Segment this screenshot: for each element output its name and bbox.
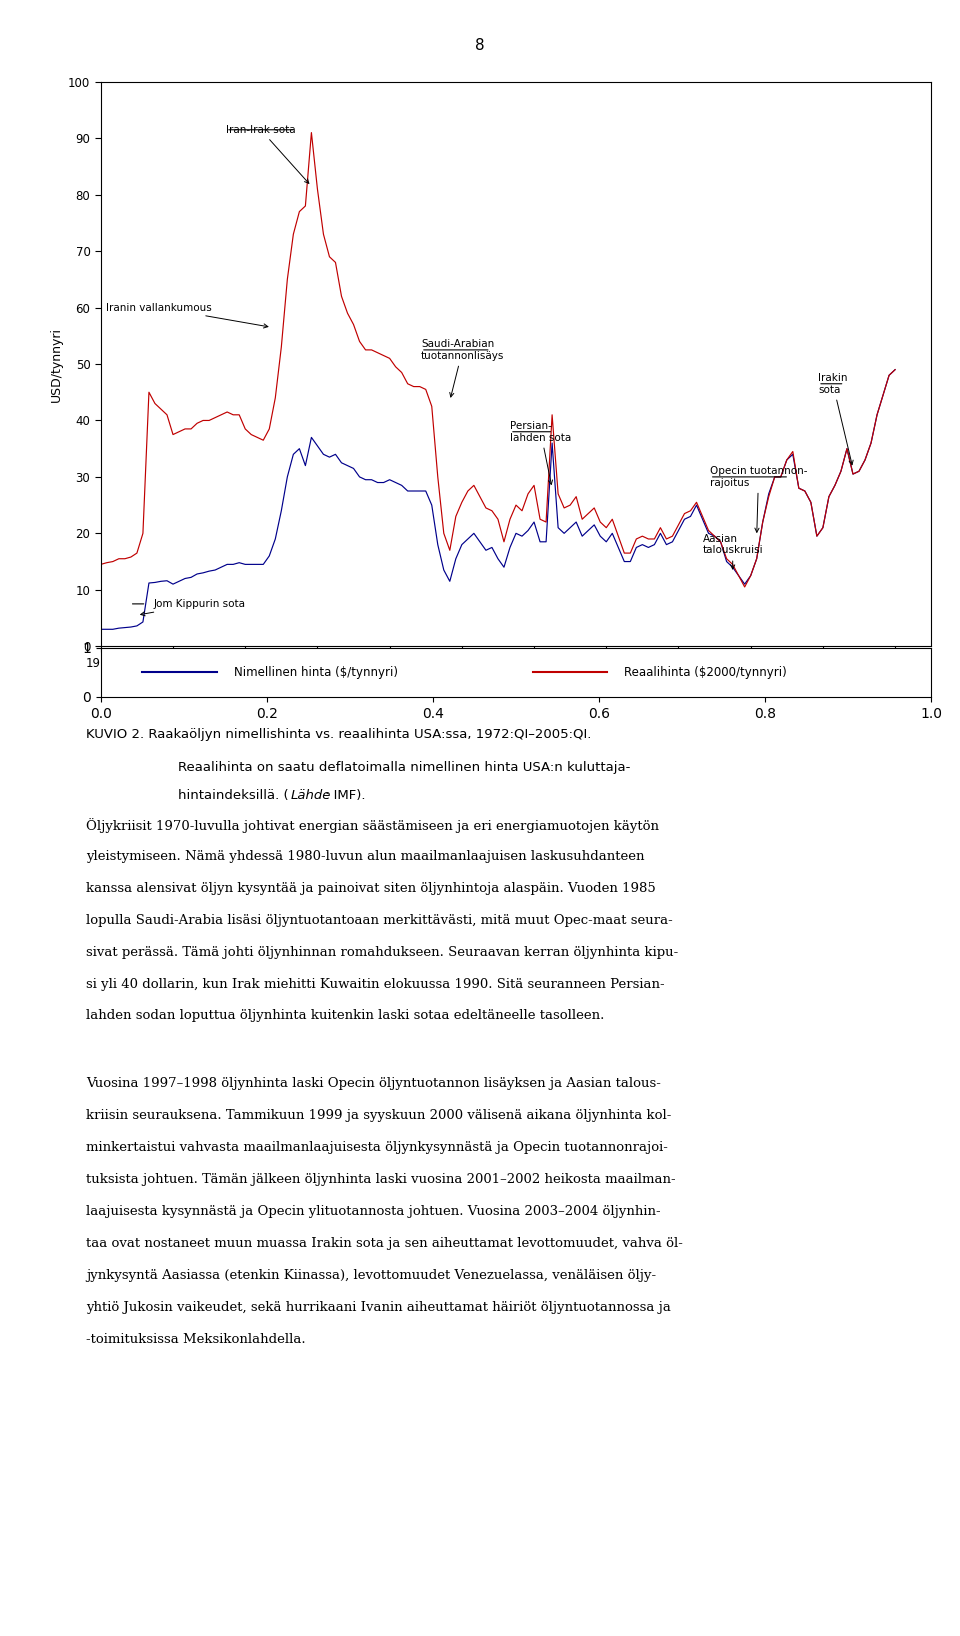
Text: kriisin seurauksena. Tammikuun 1999 ja syyskuun 2000 välisenä aikana öljynhinta : kriisin seurauksena. Tammikuun 1999 ja s… — [86, 1109, 672, 1122]
Text: laajuisesta kysynnästä ja Opecin ylituotannosta johtuen. Vuosina 2003–2004 öljyn: laajuisesta kysynnästä ja Opecin ylituot… — [86, 1204, 661, 1217]
Text: Saudi-Arabian
tuotannonlisäys: Saudi-Arabian tuotannonlisäys — [420, 339, 504, 398]
Text: 8: 8 — [475, 38, 485, 52]
Text: minkertaistui vahvasta maailmanlaajuisesta öljynkysynnästä ja Opecin tuotannonra: minkertaistui vahvasta maailmanlaajuises… — [86, 1142, 668, 1153]
Text: Vuosina 1997–1998 öljynhinta laski Opecin öljyntuotannon lisäyksen ja Aasian tal: Vuosina 1997–1998 öljynhinta laski Opeci… — [86, 1078, 661, 1090]
Text: Aasian
talouskruisi: Aasian talouskruisi — [703, 533, 763, 569]
Text: : IMF).: : IMF). — [325, 789, 366, 802]
Text: Irakin
sota: Irakin sota — [818, 373, 853, 465]
Text: Nimellinen hinta ($/tynnyri): Nimellinen hinta ($/tynnyri) — [233, 666, 397, 679]
Text: Lähde: Lähde — [291, 789, 331, 802]
Text: Opecin tuotannon-
rajoitus: Opecin tuotannon- rajoitus — [709, 466, 807, 532]
Text: jynkysyntä Aasiassa (etenkin Kiinassa), levottomuudet Venezuelassa, venäläisen ö: jynkysyntä Aasiassa (etenkin Kiinassa), … — [86, 1270, 657, 1281]
Text: yhtiö Jukosin vaikeudet, sekä hurrikaani Ivanin aiheuttamat häiriöt öljyntuotann: yhtiö Jukosin vaikeudet, sekä hurrikaani… — [86, 1301, 671, 1314]
Text: Iran-Irak sota: Iran-Irak sota — [226, 124, 309, 183]
Text: KUVIO 2. Raakaöljyn nimellishinta vs. reaalihinta USA:ssa, 1972:QI–2005:QI.: KUVIO 2. Raakaöljyn nimellishinta vs. re… — [86, 728, 591, 741]
Y-axis label: USD/tynnyri: USD/tynnyri — [50, 327, 62, 401]
Text: -toimituksissa Meksikonlahdella.: -toimituksissa Meksikonlahdella. — [86, 1332, 306, 1345]
Text: lahden sodan loputtua öljynhinta kuitenkin laski sotaa edeltäneelle tasolleen.: lahden sodan loputtua öljynhinta kuitenk… — [86, 1009, 605, 1022]
Text: kanssa alensivat öljyn kysyntää ja painoivat siten öljynhintoja alaspäin. Vuoden: kanssa alensivat öljyn kysyntää ja paino… — [86, 882, 656, 895]
Text: Reaalihinta ($2000/tynnyri): Reaalihinta ($2000/tynnyri) — [624, 666, 786, 679]
Text: sivat perässä. Tämä johti öljynhinnan romahdukseen. Seuraavan kerran öljynhinta : sivat perässä. Tämä johti öljynhinnan ro… — [86, 946, 679, 959]
Text: si yli 40 dollarin, kun Irak miehitti Kuwaitin elokuussa 1990. Sitä seuranneen P: si yli 40 dollarin, kun Irak miehitti Ku… — [86, 978, 665, 990]
Text: Jom Kippurin sota: Jom Kippurin sota — [141, 599, 246, 615]
Text: Reaalihinta on saatu deflatoimalla nimellinen hinta USA:n kuluttaja-: Reaalihinta on saatu deflatoimalla nimel… — [178, 761, 630, 774]
Text: Persian-
lahden sota: Persian- lahden sota — [510, 420, 571, 484]
Text: tuksista johtuen. Tämän jälkeen öljynhinta laski vuosina 2001–2002 heikosta maai: tuksista johtuen. Tämän jälkeen öljynhin… — [86, 1173, 676, 1186]
Text: hintaindeksillä. (: hintaindeksillä. ( — [178, 789, 288, 802]
Text: Öljykriisit 1970-luvulla johtivat energian säästämiseen ja eri energiamuotojen k: Öljykriisit 1970-luvulla johtivat energi… — [86, 818, 660, 833]
Text: yleistymiseen. Nämä yhdessä 1980-luvun alun maailmanlaajuisen laskusuhdanteen: yleistymiseen. Nämä yhdessä 1980-luvun a… — [86, 851, 645, 862]
Text: taa ovat nostaneet muun muassa Irakin sota ja sen aiheuttamat levottomuudet, vah: taa ovat nostaneet muun muassa Irakin so… — [86, 1237, 684, 1250]
Text: lopulla Saudi-Arabia lisäsi öljyntuotantoaan merkittävästi, mitä muut Opec-maat : lopulla Saudi-Arabia lisäsi öljyntuotant… — [86, 913, 673, 926]
Text: Iranin vallankumous: Iranin vallankumous — [106, 303, 268, 327]
